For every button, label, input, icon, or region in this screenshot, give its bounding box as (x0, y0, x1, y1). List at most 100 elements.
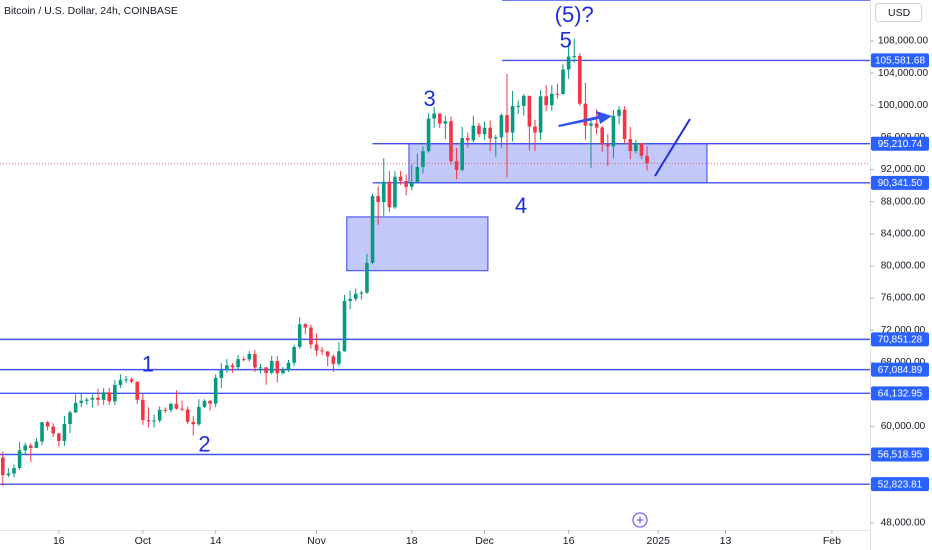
candle-body (437, 113, 442, 124)
candle-body (180, 408, 184, 410)
candle-body (129, 379, 134, 382)
candle-body (454, 161, 459, 170)
y-tick-label: 68,000.00 (881, 357, 926, 368)
annotations: (5)?5 3 4 1 2 (142, 2, 594, 457)
candle-body (292, 346, 296, 363)
x-tick-label: 14 (210, 535, 222, 547)
candle-body (578, 55, 582, 104)
candle-body (1, 457, 5, 476)
candle-body (482, 127, 487, 135)
y-tick-label: 48,000.00 (881, 518, 926, 529)
candle-body (157, 409, 162, 421)
candle-body (544, 96, 549, 106)
candle-body (253, 354, 257, 368)
candle-body (527, 95, 532, 127)
candle-body (79, 400, 84, 403)
candle-body (533, 126, 537, 133)
candle-body (236, 359, 240, 368)
level-price-label: 67,084.89 (878, 365, 923, 376)
candle-body (348, 298, 352, 301)
y-tick-label: 104,000.00 (878, 68, 928, 79)
candle-body (68, 412, 72, 425)
candle-body (202, 400, 207, 407)
candle-body (107, 392, 112, 402)
candle-body (258, 367, 263, 369)
candle-body (550, 93, 554, 106)
x-tick-label: 18 (406, 535, 418, 547)
candle-body (45, 422, 50, 427)
candle-body (269, 361, 274, 373)
x-tick-label: Oct (135, 535, 151, 547)
candle-body (432, 113, 436, 119)
candle-body (208, 400, 212, 404)
candle-body (471, 125, 476, 141)
currency-button[interactable] (875, 3, 922, 22)
candle-body (213, 377, 218, 404)
candle-body (17, 450, 22, 468)
level-price-tag (871, 332, 929, 347)
level-price-tag (871, 447, 929, 462)
candle-body (499, 115, 504, 138)
wave-label: 2 (198, 432, 210, 457)
candle-body (325, 351, 330, 357)
candle-body (409, 181, 414, 187)
wave-label: 4 (515, 193, 527, 218)
candle-body (449, 121, 453, 162)
candle-body (370, 196, 375, 263)
candle-body (634, 143, 638, 152)
candle-body (320, 350, 324, 352)
candle-body (152, 420, 156, 422)
x-tick-label: Feb (823, 535, 841, 547)
candle-body (281, 370, 285, 374)
candle-body (493, 137, 498, 139)
candle-body (555, 93, 560, 95)
candle-body (611, 115, 616, 147)
candle-body (460, 138, 464, 170)
candle-body (404, 180, 408, 187)
y-tick-label: 76,000.00 (881, 293, 926, 304)
candle-body (309, 327, 313, 345)
candle-body (594, 123, 599, 128)
wave-label: (5)? (555, 2, 594, 27)
drawings (0, 0, 870, 485)
candle-body (23, 445, 28, 451)
candle-body (96, 397, 100, 400)
candle-body (398, 176, 403, 181)
level-price-label: 105,581.68 (875, 56, 925, 67)
candle-body (583, 103, 588, 126)
level-price-tag (871, 386, 929, 401)
candle-body (275, 361, 280, 374)
candle-body (163, 409, 168, 411)
candle-body (73, 402, 78, 413)
level-price-tag (871, 477, 929, 492)
x-tick-label: 16 (53, 535, 65, 547)
candle-body (359, 292, 364, 294)
candle-body (606, 144, 610, 147)
candle-body (12, 467, 16, 474)
candle-body (303, 324, 308, 328)
candle-body (314, 344, 319, 351)
candle-body (247, 354, 252, 360)
candle-body (174, 403, 179, 409)
candle-body (538, 96, 543, 133)
y-tick-label: 80,000.00 (881, 261, 926, 272)
candle-body (443, 121, 448, 124)
candle-body (34, 441, 39, 448)
candle-body (40, 422, 44, 442)
candle-body (381, 181, 386, 203)
x-tick-label: 2025 (647, 535, 671, 547)
candle-body (415, 167, 420, 182)
x-tick-label: 13 (720, 535, 732, 547)
candle-body (219, 369, 224, 378)
candle-body (51, 426, 56, 434)
candle-body (197, 406, 201, 425)
candle-body (561, 69, 565, 95)
x-tick-label: Nov (307, 535, 326, 547)
level-price-tag (871, 53, 929, 68)
axes: 108,000.00104,000.00100,000.0096,000.009… (53, 36, 929, 547)
chart-title: Bitcoin / U.S. Dollar, 24h, COINBASE (4, 5, 178, 17)
candle-body (101, 392, 106, 400)
candle-body (29, 445, 33, 448)
